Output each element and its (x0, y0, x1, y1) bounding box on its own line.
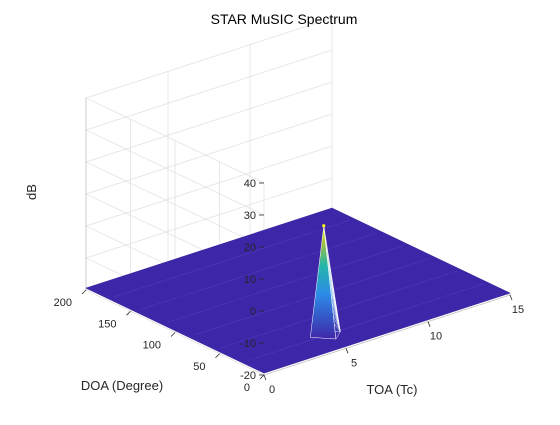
y-tick-label: 50 (193, 361, 205, 373)
chart-title: STAR MuSIC Spectrum (211, 11, 358, 27)
y-tick-mark (260, 375, 264, 379)
x-tick-mark (510, 295, 512, 300)
x-tick-label: 0 (269, 384, 275, 396)
x-tick-mark (346, 348, 348, 353)
y-tick-label: 200 (54, 297, 72, 309)
y-tick-mark (127, 311, 131, 315)
z-tick-label: 40 (244, 178, 256, 190)
y-tick-mark (82, 290, 86, 294)
x-tick-label: 15 (512, 304, 524, 316)
y-axis-label: DOA (Degree) (81, 378, 163, 393)
x-tick-label: 10 (430, 331, 442, 343)
y-tick-label: 0 (244, 382, 250, 394)
x-axis-label: TOA (Tc) (366, 382, 417, 397)
z-tick-label: 30 (244, 210, 256, 222)
y-tick-label: 150 (98, 318, 116, 330)
y-tick-mark (216, 354, 220, 358)
z-tick-label: -10 (240, 338, 256, 350)
peak-apex (322, 224, 325, 227)
y-tick-label: 100 (143, 340, 161, 352)
z-tick-label: 0 (250, 306, 256, 318)
z-tick-label: 20 (244, 242, 256, 254)
x-tick-mark (264, 375, 266, 380)
z-tick-label: 10 (244, 274, 256, 286)
z-axis-label: dB (24, 184, 39, 200)
x-tick-label: 5 (351, 357, 357, 369)
z-tick-label: -20 (240, 370, 256, 382)
y-tick-mark (171, 333, 175, 337)
x-tick-mark (428, 322, 430, 327)
